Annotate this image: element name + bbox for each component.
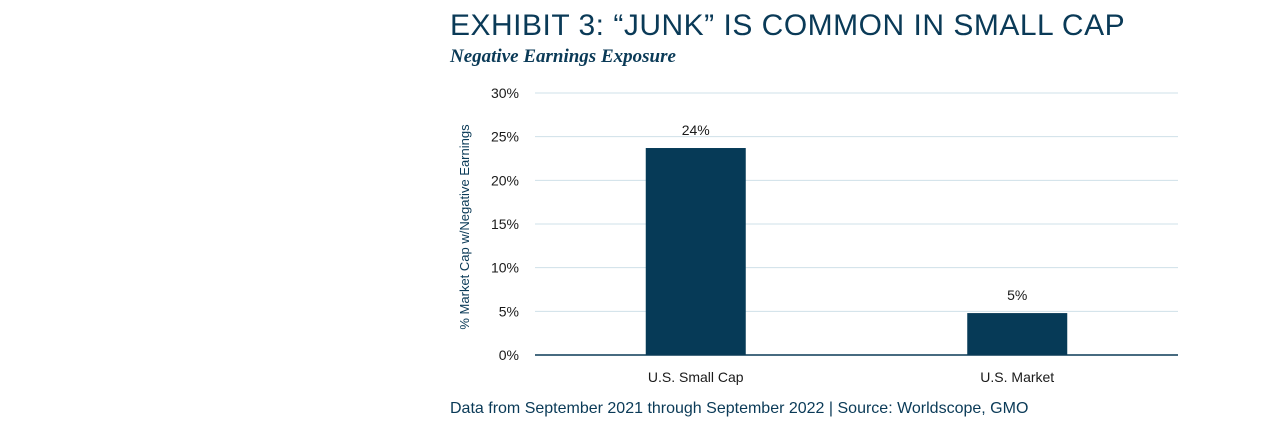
chart-subtitle: Negative Earnings Exposure	[450, 46, 676, 67]
y-tick-label: 25%	[491, 129, 519, 145]
data-labels: 24% 5%	[682, 122, 1028, 303]
y-tick-label: 10%	[491, 260, 519, 276]
y-axis-label: % Market Cap w/Negative Earnings	[457, 124, 472, 330]
bar	[967, 313, 1068, 355]
y-tick-label: 0%	[499, 347, 519, 363]
y-tick-label: 30%	[491, 85, 519, 101]
data-label: 24%	[682, 122, 710, 138]
chart-title: EXHIBIT 3: “JUNK” IS COMMON IN SMALL CAP	[450, 9, 1126, 42]
x-tick-label: U.S. Market	[980, 369, 1054, 385]
source-footnote: Data from September 2021 through Septemb…	[450, 400, 1029, 417]
x-axis-ticks: U.S. Small Cap U.S. Market	[648, 369, 1054, 385]
bars	[645, 148, 1068, 355]
y-axis-ticks: 0% 5% 10% 15% 20% 25% 30%	[491, 85, 519, 363]
y-tick-label: 15%	[491, 216, 519, 232]
y-tick-label: 5%	[499, 303, 519, 319]
gridlines	[535, 92, 1178, 312]
bar	[645, 148, 746, 355]
x-tick-label: U.S. Small Cap	[648, 369, 744, 385]
y-tick-label: 20%	[491, 172, 519, 188]
data-label: 5%	[1007, 287, 1027, 303]
